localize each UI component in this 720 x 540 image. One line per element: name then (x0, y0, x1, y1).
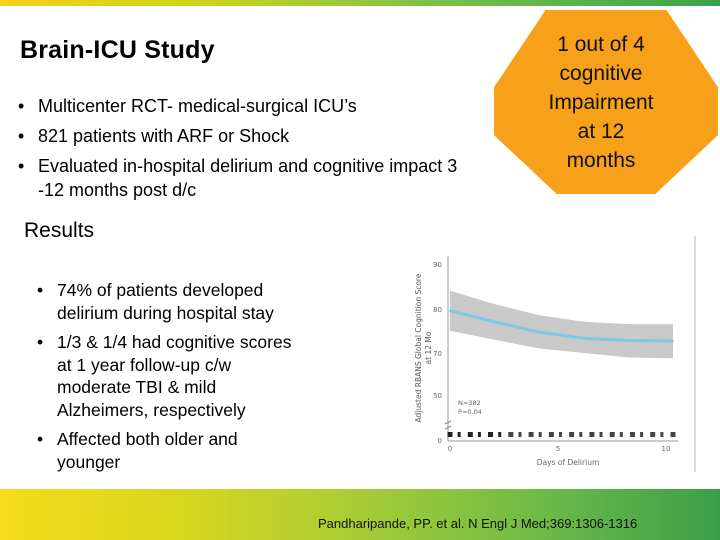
rug-mark (609, 432, 615, 437)
callout-line: at 12 (577, 120, 625, 143)
bullet-item: 821 patients with ARF or Shock (18, 124, 518, 148)
bullet-text: 821 patients with ARF or Shock (38, 126, 290, 146)
p-annotation: P=0.04 (458, 408, 482, 416)
y-tick-label: 80 (433, 306, 442, 314)
rug-marks (447, 432, 676, 437)
rug-mark (457, 432, 461, 437)
chart-svg: Adjusted RBANS Global Cognition Score at… (398, 236, 698, 476)
rug-mark (579, 432, 583, 437)
chart-marks (449, 290, 674, 359)
bullet-item: Evaluated in-hospital delirium and cogni… (18, 154, 518, 202)
rug-mark (447, 432, 453, 437)
cognition-chart: Adjusted RBANS Global Cognition Score at… (398, 236, 698, 476)
rug-mark (508, 432, 514, 437)
rug-mark (640, 432, 644, 437)
rug-mark (660, 432, 664, 437)
callout-line: Impairment (548, 91, 654, 114)
y-tick-label: 50 (433, 392, 442, 400)
callout-line: 1 out of 4 (557, 33, 645, 56)
results-bullet-list: 74% of patients developed delirium durin… (37, 279, 337, 473)
y-axis-label: Adjusted RBANS Global Cognition Score (414, 273, 423, 422)
callout-octagon (494, 10, 718, 194)
result-bullet: Affected both older and younger (37, 428, 337, 473)
bullet-text-continued: -12 months post d/c (38, 180, 197, 200)
rug-mark (477, 432, 481, 437)
result-line: Alzheimers, respectively (57, 399, 246, 420)
rug-mark (467, 432, 473, 437)
rug-mark (538, 432, 542, 437)
data-point (449, 309, 451, 312)
result-line: moderate TBI & mild (57, 377, 217, 397)
rug-mark (528, 432, 534, 437)
y-axis-label-sub: at 12 Mo (424, 331, 433, 364)
bullet-text: Evaluated in-hospital delirium and cogni… (38, 156, 458, 176)
rug-mark (670, 432, 676, 437)
rug-mark (589, 432, 595, 437)
data-point (493, 320, 496, 323)
y-tick-label: 90 (433, 261, 442, 269)
rug-mark (498, 432, 502, 437)
callout-line: months (566, 149, 636, 172)
result-line: 74% of patients developed (57, 280, 264, 300)
data-point (582, 337, 585, 340)
x-axis-label: Days of Delirium (537, 458, 600, 467)
result-line: 1/3 & 1/4 had cognitive scores (57, 332, 292, 352)
top-accent-bar (0, 0, 720, 6)
citation: Pandharipande, PP. et al. N Engl J Med;3… (318, 516, 638, 531)
data-point (627, 339, 630, 342)
result-line: Affected both older and (57, 429, 238, 449)
bottom-accent-bar (0, 489, 720, 540)
axis-break-mark (444, 420, 452, 430)
rug-mark (630, 432, 635, 437)
series-line (449, 309, 674, 343)
rug-mark (650, 432, 656, 437)
result-bullet: 1/3 & 1/4 had cognitive scores at 1 year… (37, 331, 337, 421)
data-point (538, 331, 541, 334)
x-tick-label: 0 (448, 445, 452, 453)
slide-title: Brain-ICU Study (20, 36, 215, 64)
results-heading: Results (24, 219, 95, 242)
rug-mark (548, 432, 554, 437)
top-bullet-list: Multicenter RCT- medical-surgical ICU’s … (18, 94, 518, 202)
result-line: younger (57, 451, 121, 472)
rug-mark (569, 432, 575, 437)
x-tick-label: 5 (556, 445, 560, 453)
bullet-text: Multicenter RCT- medical-surgical ICU’s (38, 96, 357, 116)
data-point (672, 340, 674, 342)
rug-mark (559, 432, 562, 437)
rug-mark (488, 432, 493, 437)
callout-text: 1 out of 4 cognitive Impairment at 12 mo… (494, 30, 708, 175)
bullet-item: Multicenter RCT- medical-surgical ICU’s (18, 94, 518, 118)
n-annotation: N=382 (458, 399, 481, 407)
result-line: at 1 year follow-up c/w (57, 354, 232, 375)
result-line: delirium during hospital stay (57, 302, 274, 323)
rug-mark (599, 432, 603, 437)
rug-mark (619, 432, 623, 437)
result-bullet: 74% of patients developed delirium durin… (37, 279, 337, 324)
x-tick-label: 10 (662, 445, 671, 453)
y-tick-label: 0 (438, 437, 442, 445)
callout-line: cognitive (559, 62, 643, 85)
y-tick-label: 70 (433, 350, 442, 358)
rug-mark (518, 432, 522, 437)
